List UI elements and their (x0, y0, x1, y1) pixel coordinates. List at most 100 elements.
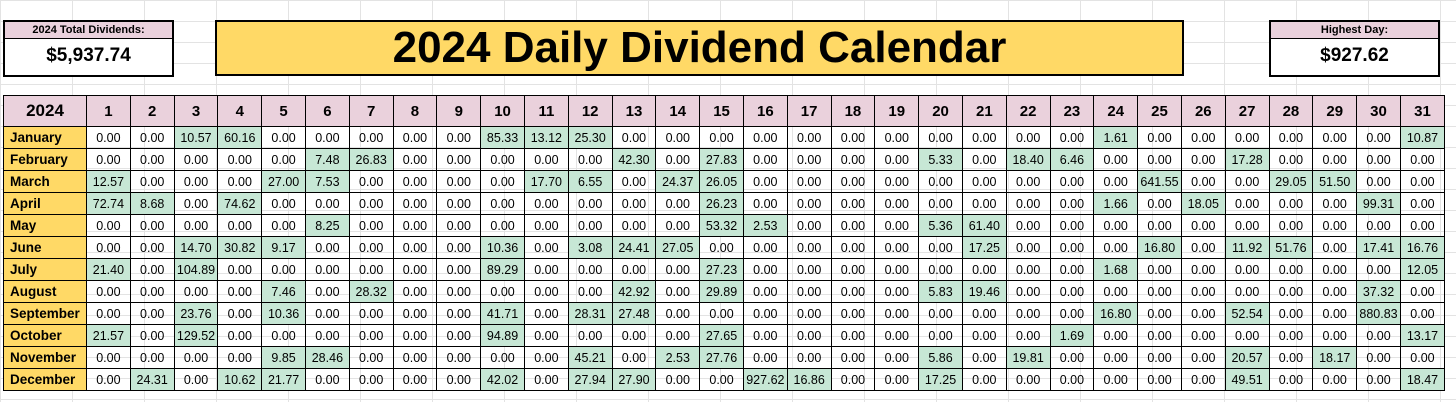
dividend-cell[interactable]: 0.00 (523, 302, 569, 325)
dividend-cell[interactable]: 0.00 (304, 192, 350, 215)
day-header-cell[interactable]: 23 (1049, 95, 1095, 127)
dividend-cell[interactable]: 0.00 (655, 148, 701, 171)
dividend-cell[interactable]: 27.76 (699, 346, 744, 369)
dividend-cell[interactable]: 0.00 (1137, 302, 1182, 325)
dividend-cell[interactable]: 0.00 (480, 170, 525, 193)
dividend-cell[interactable]: 16.76 (1399, 236, 1446, 259)
dividend-cell[interactable]: 0.00 (392, 280, 438, 303)
dividend-cell[interactable]: 0.00 (918, 258, 963, 281)
dividend-cell[interactable]: 2.53 (655, 346, 701, 369)
dividend-cell[interactable]: 0.00 (523, 280, 569, 303)
dividend-cell[interactable]: 20.57 (1224, 346, 1270, 369)
dividend-cell[interactable]: 0.00 (1399, 192, 1446, 215)
dividend-cell[interactable]: 42.92 (611, 280, 657, 303)
dividend-cell[interactable]: 0.00 (173, 280, 219, 303)
dividend-cell[interactable]: 0.00 (523, 192, 569, 215)
day-header-cell[interactable]: 20 (918, 95, 963, 127)
dividend-cell[interactable]: 0.00 (1137, 346, 1182, 369)
dividend-cell[interactable]: 0.00 (655, 214, 701, 237)
dividend-cell[interactable]: 18.47 (1399, 368, 1446, 391)
dividend-cell[interactable]: 0.00 (436, 192, 482, 215)
dividend-cell[interactable]: 0.00 (1180, 368, 1226, 391)
dividend-cell[interactable]: 0.00 (173, 368, 219, 391)
dividend-cell[interactable]: 37.32 (1356, 280, 1401, 303)
dividend-cell[interactable]: 0.00 (261, 214, 306, 237)
dividend-cell[interactable]: 0.00 (742, 170, 788, 193)
dividend-cell[interactable]: 0.00 (742, 346, 788, 369)
dividend-cell[interactable]: 0.00 (173, 148, 219, 171)
dividend-cell[interactable]: 21.57 (86, 324, 131, 347)
dividend-cell[interactable]: 0.00 (436, 126, 482, 149)
dividend-cell[interactable]: 0.00 (436, 280, 482, 303)
dividend-cell[interactable]: 0.00 (1399, 346, 1446, 369)
dividend-cell[interactable]: 0.00 (86, 214, 131, 237)
day-header-cell[interactable]: 9 (436, 95, 482, 127)
dividend-cell[interactable]: 0.00 (392, 126, 438, 149)
dividend-cell[interactable]: 0.00 (961, 126, 1007, 149)
dividend-cell[interactable]: 0.00 (1005, 236, 1051, 259)
dividend-cell[interactable]: 0.00 (1137, 324, 1182, 347)
dividend-cell[interactable]: 0.00 (874, 126, 920, 149)
dividend-cell[interactable]: 0.00 (1180, 280, 1226, 303)
month-label-cell[interactable]: February (3, 148, 87, 171)
dividend-cell[interactable]: 0.00 (786, 258, 832, 281)
day-header-cell[interactable]: 5 (261, 95, 306, 127)
dividend-cell[interactable]: 0.00 (874, 302, 920, 325)
dividend-cell[interactable]: 0.00 (129, 148, 175, 171)
dividend-cell[interactable]: 0.00 (1224, 280, 1270, 303)
dividend-cell[interactable]: 0.00 (699, 368, 744, 391)
dividend-cell[interactable]: 41.71 (480, 302, 525, 325)
dividend-cell[interactable]: 0.00 (1224, 126, 1270, 149)
dividend-cell[interactable]: 0.00 (742, 192, 788, 215)
dividend-cell[interactable]: 0.00 (611, 192, 657, 215)
dividend-cell[interactable]: 0.00 (1093, 236, 1139, 259)
dividend-cell[interactable]: 0.00 (1356, 214, 1401, 237)
dividend-cell[interactable]: 0.00 (961, 258, 1007, 281)
dividend-cell[interactable]: 0.00 (1268, 126, 1314, 149)
dividend-cell[interactable]: 0.00 (436, 324, 482, 347)
dividend-cell[interactable]: 0.00 (1312, 192, 1358, 215)
dividend-cell[interactable]: 0.00 (655, 126, 701, 149)
dividend-cell[interactable]: 0.00 (1224, 192, 1270, 215)
day-header-cell[interactable]: 12 (567, 95, 613, 127)
dividend-cell[interactable]: 28.31 (567, 302, 613, 325)
dividend-cell[interactable]: 0.00 (1312, 258, 1358, 281)
dividend-cell[interactable]: 18.05 (1180, 192, 1226, 215)
dividend-cell[interactable]: 0.00 (1399, 280, 1446, 303)
dividend-cell[interactable]: 85.33 (480, 126, 525, 149)
dividend-cell[interactable]: 0.00 (830, 148, 876, 171)
dividend-cell[interactable]: 0.00 (348, 258, 394, 281)
dividend-cell[interactable]: 0.00 (786, 302, 832, 325)
dividend-cell[interactable]: 0.00 (261, 192, 306, 215)
dividend-cell[interactable]: 13.17 (1399, 324, 1446, 347)
dividend-cell[interactable]: 89.29 (480, 258, 525, 281)
dividend-cell[interactable]: 0.00 (961, 346, 1007, 369)
dividend-cell[interactable]: 0.00 (392, 368, 438, 391)
day-header-cell[interactable]: 31 (1399, 95, 1446, 127)
dividend-cell[interactable]: 0.00 (1137, 258, 1182, 281)
dividend-cell[interactable]: 0.00 (786, 148, 832, 171)
dividend-cell[interactable]: 0.00 (961, 170, 1007, 193)
dividend-cell[interactable]: 0.00 (874, 258, 920, 281)
dividend-cell[interactable]: 0.00 (392, 302, 438, 325)
dividend-cell[interactable]: 6.46 (1049, 148, 1095, 171)
dividend-cell[interactable]: 0.00 (436, 346, 482, 369)
dividend-cell[interactable]: 5.83 (918, 280, 963, 303)
dividend-cell[interactable]: 0.00 (129, 214, 175, 237)
dividend-cell[interactable]: 0.00 (1268, 192, 1314, 215)
dividend-cell[interactable]: 10.57 (173, 126, 219, 149)
dividend-cell[interactable]: 10.62 (217, 368, 263, 391)
month-label-cell[interactable]: May (3, 214, 87, 237)
year-header-cell[interactable]: 2024 (3, 95, 87, 127)
dividend-cell[interactable]: 0.00 (830, 192, 876, 215)
dividend-cell[interactable]: 0.00 (86, 148, 131, 171)
dividend-cell[interactable]: 0.00 (261, 148, 306, 171)
dividend-cell[interactable]: 0.00 (1180, 148, 1226, 171)
dividend-cell[interactable]: 1.69 (1049, 324, 1095, 347)
dividend-cell[interactable]: 0.00 (1049, 126, 1095, 149)
dividend-cell[interactable]: 0.00 (436, 258, 482, 281)
dividend-cell[interactable]: 0.00 (961, 324, 1007, 347)
day-header-cell[interactable]: 7 (348, 95, 394, 127)
dividend-cell[interactable]: 0.00 (348, 192, 394, 215)
dividend-cell[interactable]: 17.28 (1224, 148, 1270, 171)
